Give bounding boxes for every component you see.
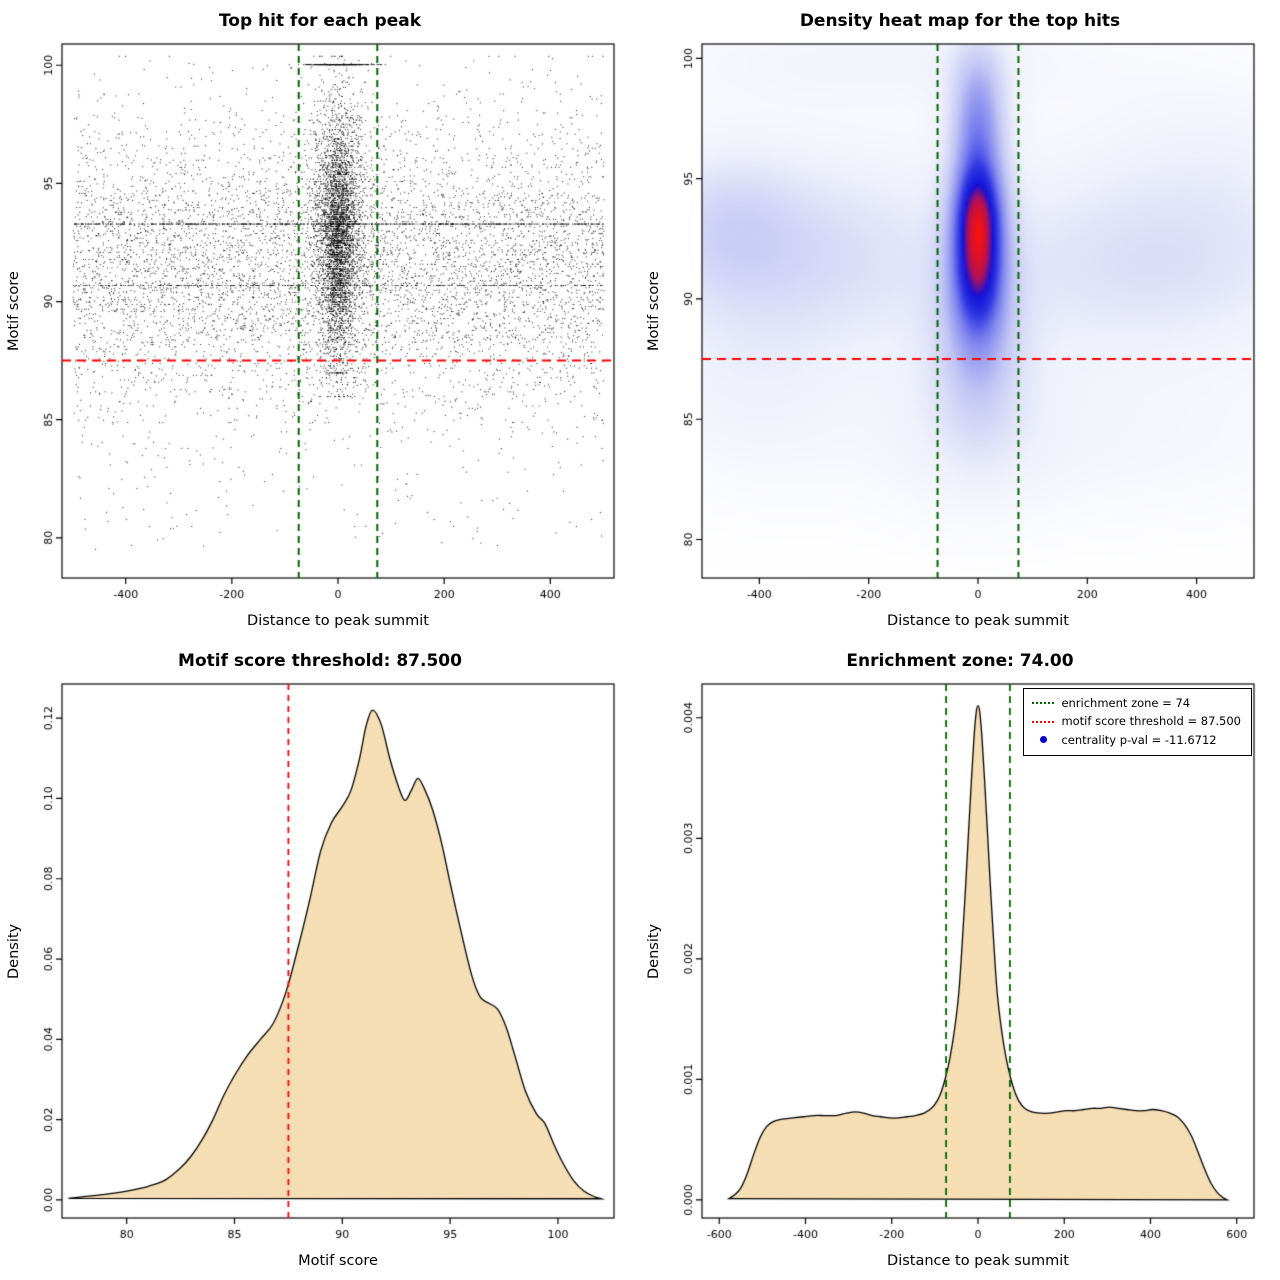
- scatter-plot-canvas: [0, 0, 640, 640]
- scatter-title: Top hit for each peak: [218, 11, 422, 31]
- legend-item-enrichment-zone: enrichment zone = 74: [1032, 694, 1241, 712]
- motif-threshold-line-swatch: [1032, 720, 1055, 723]
- centrality-pval-point-swatch: [1040, 736, 1048, 744]
- legend-label: centrality p-val = -11.6712: [1061, 732, 1217, 747]
- enrichment-zone-title: Enrichment zone: 74.00: [846, 651, 1074, 671]
- enrichment-zone-yaxis-label: Density: [646, 923, 662, 979]
- heatmap-xaxis-label: Distance to peak summit: [887, 613, 1069, 629]
- panel-density-heatmap: Density heat map for the top hits Distan…: [640, 0, 1280, 640]
- motif-score-density-title: Motif score threshold: 87.500: [178, 651, 462, 671]
- enrichment-zone-line-swatch: [1032, 702, 1055, 705]
- scatter-yaxis-label: Motif score: [6, 271, 22, 351]
- panel-motif-score-density: Motif score threshold: 87.500 Motif scor…: [0, 640, 640, 1280]
- motif-score-density-canvas: [0, 640, 640, 1280]
- panel-enrichment-zone-density: Enrichment zone: 74.00 Distance to peak …: [640, 640, 1280, 1280]
- legend-label: motif score threshold = 87.500: [1061, 714, 1241, 729]
- enrichment-zone-xaxis-label: Distance to peak summit: [887, 1253, 1069, 1269]
- motif-score-density-yaxis-label: Density: [6, 923, 22, 979]
- heatmap-title: Density heat map for the top hits: [799, 11, 1121, 31]
- legend-label: enrichment zone = 74: [1061, 696, 1191, 710]
- heatmap-yaxis-label: Motif score: [646, 271, 662, 351]
- legend: enrichment zone = 74 motif score thresho…: [1023, 688, 1252, 757]
- legend-item-motif-threshold: motif score threshold = 87.500: [1032, 712, 1241, 730]
- legend-item-centrality-pval: centrality p-val = -11.6712: [1032, 731, 1241, 749]
- scatter-xaxis-label: Distance to peak summit: [247, 613, 429, 629]
- heatmap-canvas: [640, 0, 1280, 640]
- panel-top-hits-scatter: Top hit for each peak Distance to peak s…: [0, 0, 640, 640]
- motif-score-density-xaxis-label: Motif score: [298, 1253, 378, 1269]
